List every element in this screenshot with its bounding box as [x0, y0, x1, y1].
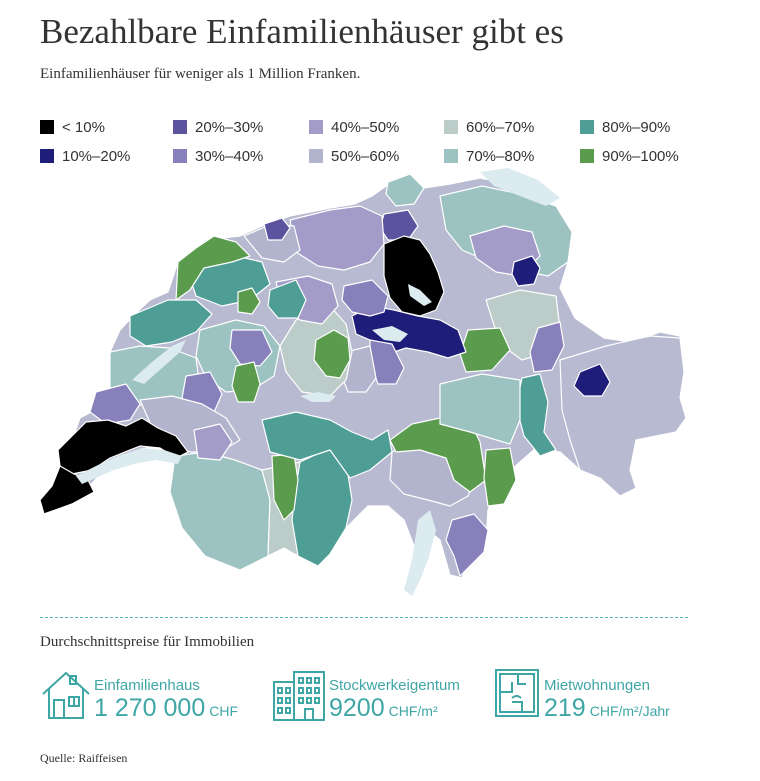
legend-item-30-40: 30%–40%	[173, 147, 263, 165]
legend-label: 80%–90%	[602, 118, 671, 136]
page-subtitle: Einfamilienhäuser für weniger als 1 Mill…	[40, 66, 361, 82]
legend-label: 70%–80%	[466, 147, 535, 165]
region-biel	[237, 287, 261, 315]
switzerland-map	[39, 168, 687, 596]
region-bern-west	[267, 279, 307, 319]
region-vaud-west	[89, 383, 141, 425]
region-graubuenden-west	[439, 373, 521, 445]
lake-zurich	[408, 284, 432, 306]
floor-plan-icon	[495, 669, 539, 717]
legend-item-80-90: 80%–90%	[580, 118, 670, 136]
region-schaffhausen	[385, 173, 425, 207]
lake-neuchatel	[132, 340, 186, 384]
stat-label: Stockwerkeigentum	[329, 677, 460, 694]
legend-swatch	[444, 120, 458, 134]
legend-swatch	[40, 120, 54, 134]
legend-item-10-20: 10%–20%	[40, 147, 130, 165]
legend-item-90-100: 90%–100%	[580, 147, 679, 165]
region-zurich	[383, 235, 445, 317]
legend-swatch	[309, 120, 323, 134]
region-blenio	[483, 447, 517, 507]
legend-label: 90%–100%	[602, 147, 679, 165]
stat-unit: CHF/m²/Jahr	[589, 703, 670, 719]
region-basel-city	[263, 217, 291, 241]
stat-stockwerkeigentum: Stockwerkeigentum 9200 CHF/m²	[272, 668, 492, 724]
legend-label: 10%–20%	[62, 147, 131, 165]
stat-value: 219 CHF/m²/Jahr	[544, 694, 670, 723]
legend-item-50-60: 50%–60%	[309, 147, 399, 165]
stat-label: Mietwohnungen	[544, 677, 650, 694]
region-gruyere	[231, 361, 261, 403]
stat-value: 9200 CHF/m²	[329, 694, 438, 723]
lake-luzern	[372, 326, 408, 342]
stat-label: Einfamilienhaus	[94, 677, 200, 694]
apartment-building-icon	[273, 671, 325, 721]
stat-number: 219	[544, 694, 586, 722]
legend-label: 30%–40%	[195, 147, 264, 165]
region-fribourg-center	[229, 329, 273, 367]
region-graubuenden-east	[559, 335, 687, 497]
legend-swatch	[444, 149, 458, 163]
region-sargans	[529, 321, 565, 373]
stat-number: 1 270 000	[94, 694, 206, 722]
region-aargau	[289, 205, 385, 271]
region-jura-north	[175, 235, 251, 301]
region-valais-west	[169, 451, 271, 571]
region-rheintal	[511, 255, 541, 287]
legend-label: 60%–70%	[466, 118, 535, 136]
stat-number: 9200	[329, 694, 385, 722]
region-lausanne	[193, 423, 233, 461]
stat-value: 1 270 000 CHF	[94, 694, 238, 723]
legend-label: 50%–60%	[331, 147, 400, 165]
region-leventina	[389, 417, 487, 493]
region-lugano	[445, 513, 489, 577]
legend-item-lt10: < 10%	[40, 118, 105, 136]
legend-label: < 10%	[62, 118, 105, 136]
legend-item-70-80: 70%–80%	[444, 147, 534, 165]
legend-item-60-70: 60%–70%	[444, 118, 534, 136]
lake-geneva	[76, 448, 182, 484]
stat-einfamilienhaus: Einfamilienhaus 1 270 000 CHF	[40, 668, 270, 724]
house-icon	[42, 671, 90, 719]
legend-swatch	[173, 120, 187, 134]
lake-constance	[480, 168, 560, 206]
legend-swatch	[40, 149, 54, 163]
legend-swatch	[580, 120, 594, 134]
lake-maggiore	[404, 510, 436, 596]
stat-mietwohnungen: Mietwohnungen 219 CHF/m²/Jahr	[494, 668, 714, 724]
legend-label: 40%–50%	[331, 118, 400, 136]
region-luzern	[341, 279, 389, 317]
region-davos	[573, 363, 611, 397]
legend-swatch	[580, 149, 594, 163]
source-note: Quelle: Raiffeisen	[40, 751, 128, 765]
legend-swatch	[309, 149, 323, 163]
section-divider	[40, 617, 688, 618]
page-title: Bezahlbare Einfamilienhäuser gibt es	[40, 12, 564, 51]
map-legend: < 10% 10%–20% 20%–30% 30%–40% 40%–50% 50…	[40, 118, 740, 168]
region-neuchatel	[129, 299, 213, 347]
stat-unit: CHF	[209, 703, 238, 719]
legend-swatch	[173, 149, 187, 163]
lake-thun	[300, 392, 336, 402]
legend-item-20-30: 20%–30%	[173, 118, 263, 136]
region-emmental	[313, 329, 351, 379]
stats-title: Durchschnittspreise für Immobilien	[40, 634, 255, 650]
legend-label: 20%–30%	[195, 118, 264, 136]
stat-unit: CHF/m²	[388, 703, 438, 719]
legend-item-40-50: 40%–50%	[309, 118, 399, 136]
